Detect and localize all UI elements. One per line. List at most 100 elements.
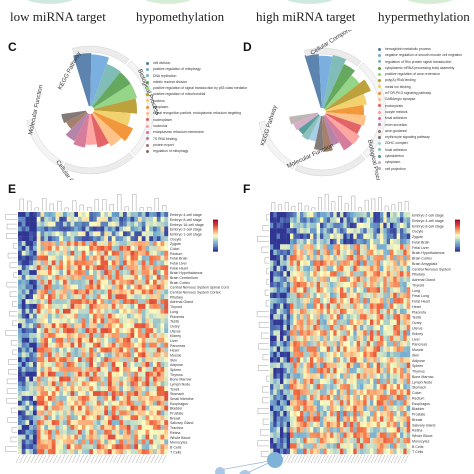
f-cell [270, 367, 274, 374]
f-cell [303, 324, 307, 331]
f-cell [380, 324, 384, 331]
e-cell [134, 366, 139, 372]
f-cell [386, 212, 391, 218]
f-cell [326, 314, 331, 320]
f-cell [396, 238, 401, 245]
f-cell [373, 308, 377, 315]
f-cell [403, 341, 407, 347]
e-cell [29, 357, 34, 363]
f-cell [296, 330, 301, 336]
e-cell [21, 245, 26, 251]
f-cell [380, 303, 384, 309]
e-cell [51, 391, 56, 397]
e-cell [141, 449, 146, 455]
f-cell [376, 410, 381, 417]
e-cell [96, 284, 101, 290]
e-cell [21, 308, 26, 314]
f-cell [326, 303, 331, 309]
e-cell [25, 299, 30, 305]
e-cell [33, 323, 37, 329]
e-dendrogram-branch [94, 199, 99, 211]
e-cell [55, 216, 60, 222]
f-cell [400, 271, 404, 277]
f-cell [356, 437, 361, 444]
f-cell [356, 416, 361, 422]
e-column-label-mark [49, 454, 54, 464]
e-cell [33, 386, 37, 392]
f-cell [330, 212, 334, 218]
f-cell [383, 330, 387, 336]
f-cell [303, 308, 307, 315]
f-cell [330, 432, 334, 439]
f-cell [383, 432, 387, 439]
e-cell [36, 303, 41, 309]
e-cell [149, 323, 154, 329]
e-cell [115, 444, 120, 450]
f-cell [310, 346, 314, 353]
f-dendrogram-branch [311, 207, 316, 211]
e-cell [134, 212, 139, 218]
e-cell [59, 357, 64, 363]
f-cell [406, 255, 411, 261]
e-cell [18, 250, 22, 256]
e-cell [18, 434, 22, 440]
e-cell [44, 386, 49, 392]
f-cell [290, 249, 294, 256]
e-column-label-mark [41, 454, 47, 464]
e-cell [93, 245, 97, 251]
bottom-network-fragment [215, 452, 283, 474]
f-cell [293, 330, 297, 336]
e-dendrogram-branch [11, 407, 17, 414]
e-cell [160, 289, 165, 295]
f-cell [376, 260, 381, 266]
e-cell [70, 260, 75, 266]
e-cell [108, 342, 112, 348]
f-cell [393, 362, 397, 369]
f-cell [336, 228, 341, 234]
e-cell [100, 236, 105, 242]
f-row-label: Brain Amygdala [412, 262, 437, 266]
f-cell [300, 351, 304, 358]
e-cell [36, 255, 41, 261]
e-cell [100, 449, 105, 455]
e-cell [59, 270, 64, 276]
f-cell [373, 260, 377, 266]
e-cell [40, 449, 45, 455]
f-cell [340, 244, 344, 250]
f-cell [403, 303, 407, 309]
e-cell [149, 449, 154, 455]
f-column-label-mark [347, 454, 352, 464]
f-cell [370, 421, 374, 428]
f-cell [296, 212, 301, 218]
e-cell [115, 274, 120, 280]
e-cell [25, 386, 30, 392]
e-cell [93, 236, 97, 242]
e-cell [21, 212, 26, 218]
e-cell [55, 439, 60, 445]
e-cell [59, 405, 64, 411]
e-cell [111, 323, 116, 329]
e-cell [145, 366, 150, 372]
f-cell [290, 443, 294, 449]
e-cell [141, 420, 146, 426]
f-cell [390, 389, 394, 396]
e-cell [123, 279, 127, 285]
e-cell [44, 342, 49, 348]
e-cell [104, 231, 109, 237]
f-cell [370, 405, 374, 412]
e-cell [44, 308, 49, 314]
f-column-label-mark [370, 454, 376, 464]
f-dendrogram-branch [318, 197, 322, 211]
f-cell [350, 443, 354, 449]
f-cell [396, 233, 401, 240]
f-cell [313, 400, 317, 406]
e-cell [108, 216, 112, 222]
f-cell [360, 389, 364, 396]
f-cell [390, 314, 394, 320]
f-cell [396, 351, 401, 358]
f-cell [390, 271, 394, 277]
f-cell [396, 437, 401, 444]
e-cell [21, 318, 26, 324]
f-cell [363, 384, 367, 390]
e-cell [164, 323, 169, 329]
